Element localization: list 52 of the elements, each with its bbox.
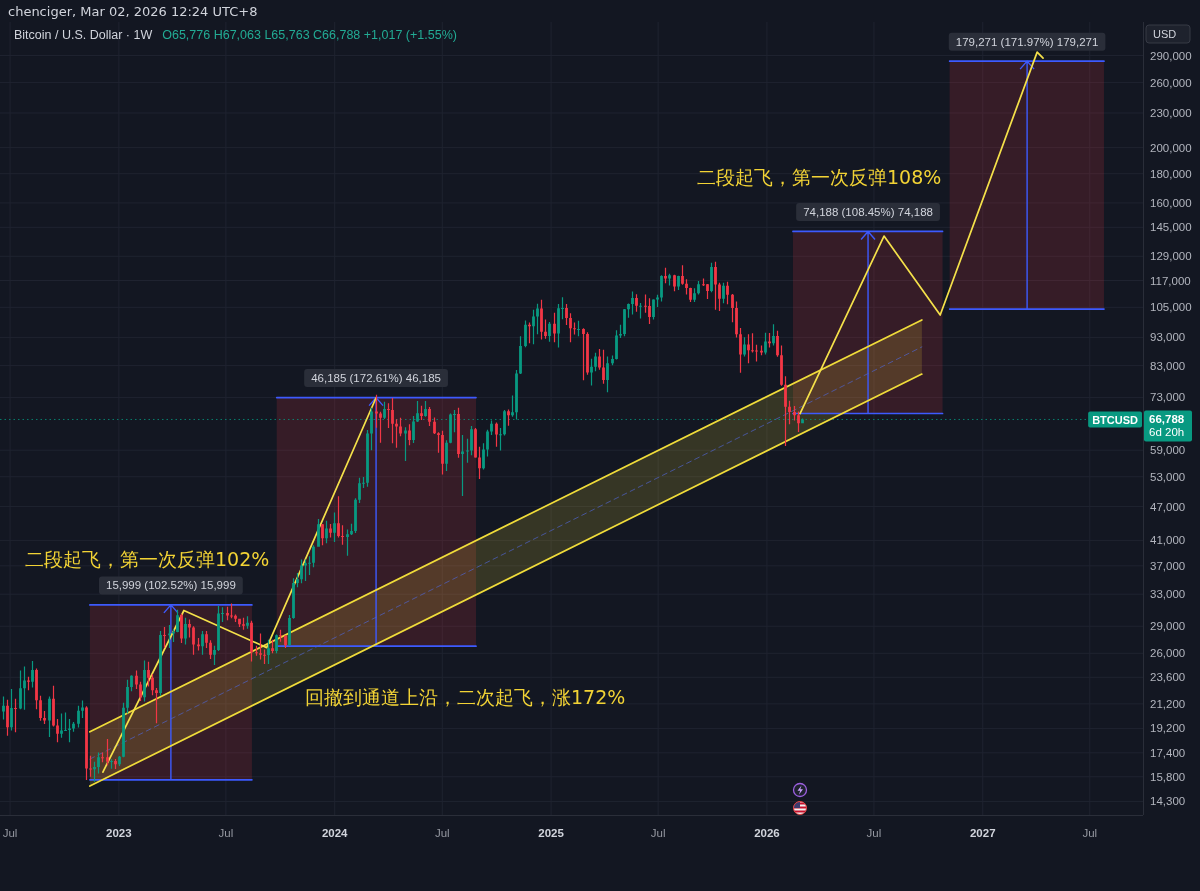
y-tick-label: 73,000	[1150, 391, 1186, 404]
x-tick-label: Jul	[434, 827, 450, 839]
x-tick-label: Jul	[218, 827, 234, 839]
y-tick-label: 29,000	[1150, 620, 1186, 633]
y-tick-label: 59,000	[1150, 444, 1186, 457]
annotation: 二段起飞，第一次反弹102%	[25, 548, 270, 570]
y-tick-label: 180,000	[1150, 167, 1192, 180]
text: Bitcoin / U.S. Dollar · 1W	[14, 28, 153, 42]
x-tick-label: Jul	[650, 827, 666, 839]
annotation: 46,185 (172.61%) 46,185	[311, 372, 441, 385]
annotation: 回撤到通道上沿，二次起飞，涨172%	[305, 686, 626, 708]
y-tick-label: 33,000	[1150, 588, 1186, 601]
annotation: 二段起飞，第一次反弹108%	[697, 166, 942, 188]
x-tick-label: Jul	[866, 827, 882, 839]
x-tick-label: 2026	[754, 827, 780, 839]
annotation: 15,999 (102.52%) 15,999	[105, 579, 236, 592]
x-tick-label: 2025	[538, 827, 565, 839]
y-axis-title: USD	[1153, 28, 1177, 40]
y-tick-label: 17,400	[1150, 746, 1186, 759]
y-tick-label: 260,000	[1150, 76, 1192, 89]
y-tick-label: 47,000	[1150, 500, 1186, 513]
annotation: 179,271 (171.97%) 179,271	[955, 35, 1099, 48]
x-tick-label: 2023	[106, 827, 132, 839]
y-tick-label: 160,000	[1150, 196, 1192, 209]
y-tick-label: 105,000	[1150, 301, 1192, 314]
y-tick-label: 145,000	[1150, 221, 1192, 234]
y-tick-label: 19,200	[1150, 722, 1186, 735]
text: 66,788	[1149, 413, 1185, 426]
text: O65,776 H67,063 L65,763 C66,788 +1,017 (+1.55%)	[162, 28, 457, 42]
y-tick-label: 230,000	[1150, 106, 1192, 119]
y-tick-label: 26,000	[1150, 647, 1186, 660]
text: 6d 20h	[1149, 426, 1185, 439]
y-tick-label: 83,000	[1150, 359, 1186, 372]
y-tick-label: 129,000	[1150, 250, 1192, 263]
y-tick-label: 21,200	[1150, 697, 1186, 710]
annotation: 74,188 (108.45%) 74,188	[803, 205, 933, 218]
y-tick-label: 37,000	[1150, 559, 1186, 572]
x-tick-label: Jul	[2, 827, 18, 839]
y-tick-label: 15,800	[1150, 770, 1186, 783]
ref-line-label: BTCUSD	[1092, 413, 1139, 426]
y-tick-label: 117,000	[1150, 274, 1191, 287]
text: chenciger, Mar 02, 2026 12:24 UTC+8	[8, 3, 258, 19]
x-tick-label: Jul	[1082, 827, 1098, 839]
y-tick-label: 23,600	[1150, 671, 1186, 684]
y-tick-label: 290,000	[1150, 49, 1192, 62]
y-tick-label: 200,000	[1150, 141, 1192, 154]
y-tick-label: 14,300	[1150, 795, 1186, 808]
y-tick-label: 93,000	[1150, 331, 1186, 344]
y-tick-label: 41,000	[1150, 534, 1186, 547]
x-tick-label: 2027	[969, 827, 996, 839]
y-tick-label: 53,000	[1150, 470, 1186, 483]
x-tick-label: 2024	[321, 827, 349, 839]
